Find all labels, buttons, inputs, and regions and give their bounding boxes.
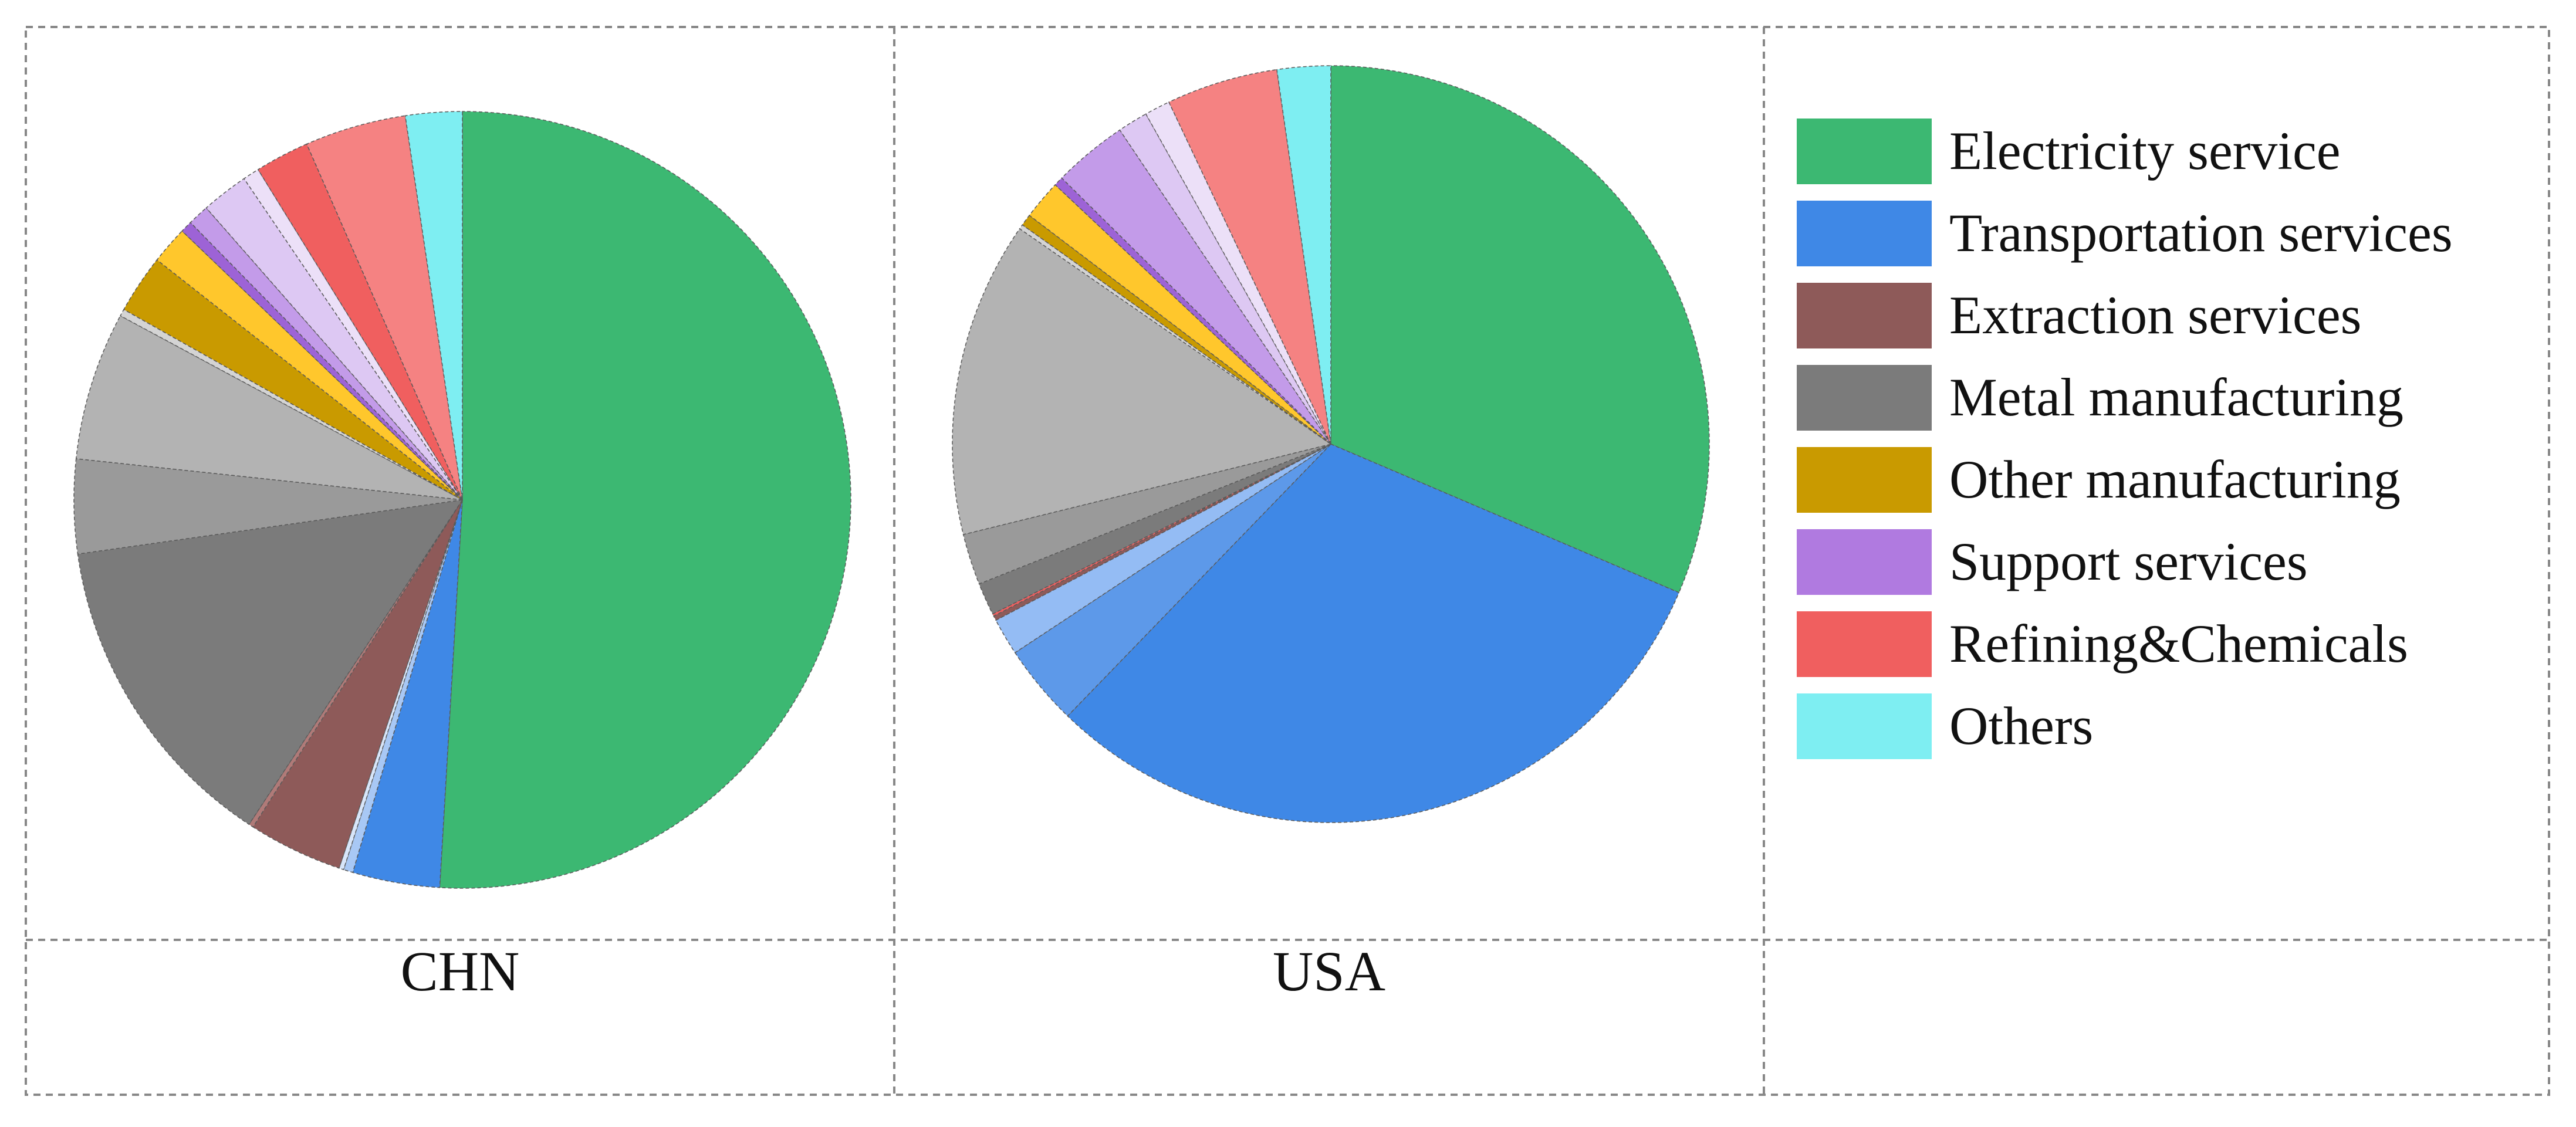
- legend-item-metal: Metal manufacturing: [1797, 365, 2560, 433]
- legend-swatch: [1797, 447, 1932, 513]
- grid-outer-border: [25, 26, 2550, 1096]
- chn-slice-support-services-13: [190, 207, 463, 500]
- legend-label: Transportation services: [1949, 203, 2453, 263]
- legend-item-electricity: Electricity service: [1797, 119, 2560, 187]
- legend-swatch: [1797, 693, 1932, 759]
- legend-swatch: [1797, 283, 1932, 348]
- chn-slice-electricity-service-0: [439, 111, 851, 889]
- chn-panel-label: CHN: [400, 940, 520, 1003]
- legend-item-transportation: Transportation services: [1797, 201, 2560, 269]
- legend-item-other-manufacturing: Other manufacturing: [1797, 447, 2560, 515]
- legend-label: Metal manufacturing: [1949, 367, 2404, 427]
- usa-slice-metal-manufacturing-8: [952, 228, 1332, 536]
- legend-label: Support services: [1949, 532, 2308, 591]
- legend-item-support: Support services: [1797, 529, 2560, 597]
- legend-swatch: [1797, 201, 1932, 266]
- legend-item-refining: Refining&Chemicals: [1797, 611, 2560, 679]
- usa-panel-label: USA: [1272, 940, 1386, 1003]
- usa-slice-others-17: [1276, 65, 1331, 445]
- chn-slice-metal-manufacturing-6: [77, 499, 464, 825]
- usa-slice-transportation-services-1: [1067, 444, 1680, 823]
- legend-swatch: [1797, 365, 1932, 431]
- chn-slice-other-manufacturing-11: [156, 230, 463, 500]
- usa-slice-electricity-service-0: [1330, 65, 1710, 594]
- usa-slice-transportation-services-3: [995, 444, 1331, 654]
- chn-slice-metal-manufacturing-8: [75, 315, 463, 500]
- legend-label: Other manufacturing: [1949, 449, 2401, 509]
- chn-slice-others-18: [404, 111, 463, 500]
- legend-label: Others: [1949, 696, 2094, 756]
- usa-slice-support-services-14: [1119, 113, 1331, 445]
- chn-pie-chart: [73, 111, 851, 889]
- usa-pie-chart: [952, 65, 1710, 823]
- legend-item-others: Others: [1797, 693, 2560, 762]
- legend-item-extraction: Extraction services: [1797, 283, 2560, 351]
- chn-slice-refining-chemicals-17: [306, 115, 463, 500]
- legend-swatch: [1797, 611, 1932, 677]
- table-grid: [25, 26, 2550, 1096]
- legend-swatch: [1797, 119, 1932, 184]
- legend-label: Refining&Chemicals: [1949, 614, 2408, 674]
- legend-swatch: [1797, 529, 1932, 595]
- legend-label: Electricity service: [1949, 121, 2341, 181]
- usa-slice-support-services-15: [1145, 101, 1331, 445]
- legend-label: Extraction services: [1949, 285, 2362, 345]
- usa-slice-refining-chemicals-16: [1168, 69, 1331, 445]
- usa-slice-extraction-services-5: [992, 444, 1331, 617]
